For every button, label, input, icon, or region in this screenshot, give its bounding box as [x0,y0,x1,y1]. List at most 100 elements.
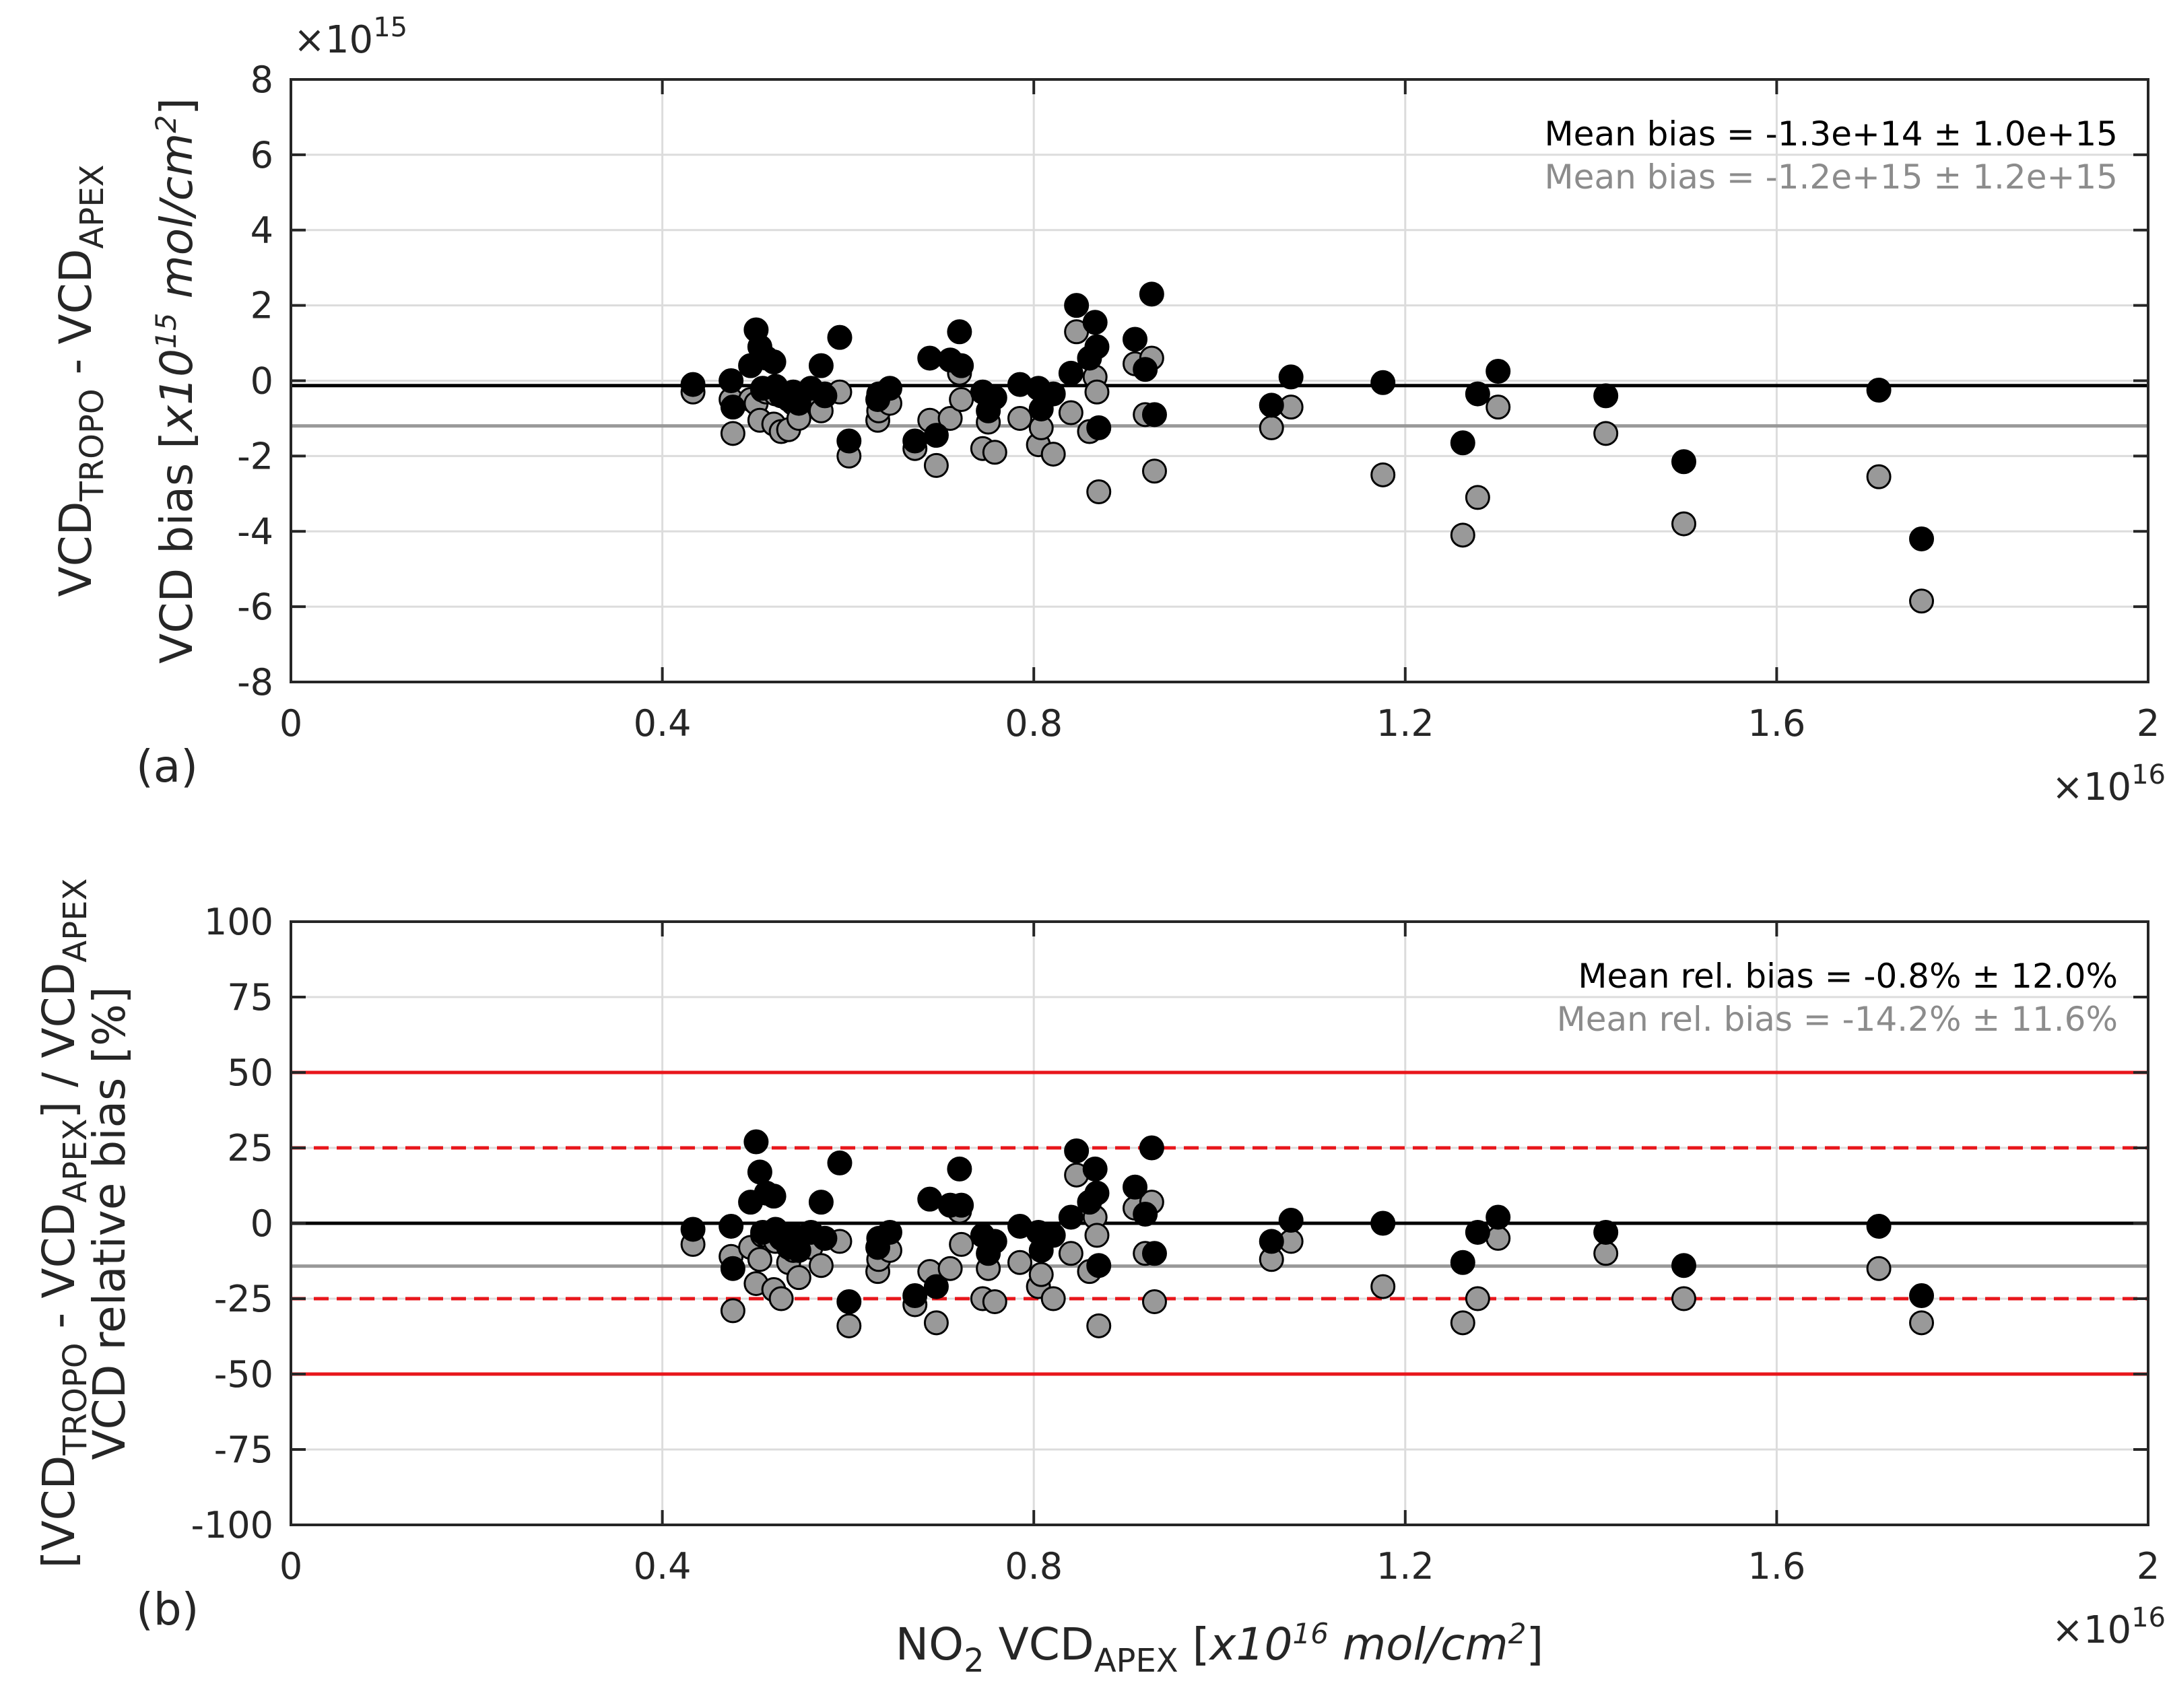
data-point [982,385,1007,411]
x-exponent-label: ×1016 [2052,759,2166,809]
data-point [1465,1219,1490,1245]
data-point [917,1186,943,1212]
data-point [937,1256,963,1281]
data-point [1084,379,1110,405]
data-point [827,1150,853,1175]
y-tick-label: 75 [227,976,273,1019]
y-tick-label: 8 [251,59,273,101]
data-point [719,368,744,393]
data-point [923,1310,949,1336]
x-exponent-label: ×1016 [2052,1602,2166,1652]
data-point [1278,364,1304,390]
data-point [1593,1219,1619,1245]
y-axis-label-line2: VCD bias [x1015 mol/cm2] [149,98,203,664]
y-tick-label: 4 [251,209,273,252]
data-point [1486,1204,1511,1230]
data-point [1086,415,1112,440]
data-point [1486,1225,1511,1251]
data-point [743,1129,769,1155]
data-point [923,1274,949,1299]
data-point [1909,588,1935,614]
data-point [902,428,928,454]
y-tick-label: -25 [214,1278,273,1320]
x-tick-label: 1.6 [1747,702,1805,745]
data-point [720,421,745,446]
data-point [1139,281,1164,307]
data-point [1028,1262,1054,1287]
data-point [808,1253,834,1278]
data-point [1040,1286,1066,1311]
data-point [1259,392,1284,418]
x-tick-label: 2 [2137,702,2160,745]
data-point [923,452,949,478]
data-point [1866,1256,1892,1281]
data-point [949,1231,974,1257]
panel-b: 0 0.4 0.8 1.2 1.6 2 -100 -75 -50 -25 0 25 50 75 100 ×10… [33,879,2166,1680]
data-point [1593,421,1619,446]
data-point [1450,1310,1475,1336]
data-point [1259,1229,1284,1254]
y-tick-label: 25 [227,1127,273,1169]
data-point [1370,1274,1396,1299]
data-point [949,1192,974,1218]
data-point [1141,458,1167,484]
annotation: Mean bias = -1.3e+14 ± 1.0e+15 [1545,114,2118,153]
data-point [937,405,963,431]
data-point [827,324,853,350]
data-point [949,353,974,378]
data-point [982,440,1007,465]
ticks: 0 0.4 0.8 1.2 1.6 2 -100 -75 -50 -25 0 25 50 75 100 [191,901,2160,1587]
data-point [1082,310,1108,335]
y-tick-label: -8 [237,661,273,704]
panel-letter: (a) [136,741,198,792]
data-point [1278,1208,1304,1233]
data-point [1450,430,1475,456]
x-tick-label: 0.4 [634,1545,692,1587]
data-point [1064,1138,1090,1163]
data-point [1058,1204,1083,1230]
data-point [1866,1213,1892,1239]
data-point [1465,381,1490,407]
data-point [680,372,706,397]
data-point [747,1159,772,1185]
data-point [720,1298,745,1324]
data-point [1370,370,1396,395]
data-point [982,1289,1007,1314]
data-point [923,423,949,448]
y-tick-label: 50 [227,1052,273,1094]
data-point [1370,462,1396,487]
data-point [786,1237,811,1263]
data-point [1086,1313,1112,1338]
data-point [1141,1241,1167,1266]
data-point [1040,442,1066,467]
y-tick-label: -2 [237,435,273,477]
y-tick-label: -50 [214,1353,273,1396]
data-point [1084,1223,1110,1248]
grid [291,79,2148,682]
y-tick-label: 0 [251,360,273,403]
data-point [949,386,974,412]
panel-letter: (b) [136,1583,199,1635]
data-point [1486,359,1511,384]
ticks: 0 0.4 0.8 1.2 1.6 2 -8 -6 -4 -2 0 2 4 6 8 [237,59,2160,745]
y-axis-label-line1: [VCDTROPO - VCDAPEX] / VCDAPEX [33,879,94,1569]
data-point [680,1217,706,1242]
data-point [1040,1223,1066,1248]
y-tick-label: -100 [191,1504,273,1546]
x-tick-label: 0 [279,1545,302,1587]
data-point [1866,377,1892,403]
data-point [1593,1241,1619,1266]
data-point [1909,1283,1935,1309]
data-point [1123,1174,1148,1200]
data-point [1139,1135,1164,1161]
data-point [1123,327,1148,352]
annotation: Mean rel. bias = -14.2% ± 11.6% [1557,1000,2118,1039]
data-point [1671,449,1696,475]
panel-a: 0 0.4 0.8 1.2 1.6 2 -8 -6 -4 -2 0 2 4 6 8 ×1016 ×1015 Mea… [50,12,2166,809]
data-point [836,1289,862,1314]
data-point [1058,1241,1083,1266]
data-point [747,1247,772,1272]
data-point [1084,1180,1110,1206]
data-point [1671,1253,1696,1278]
